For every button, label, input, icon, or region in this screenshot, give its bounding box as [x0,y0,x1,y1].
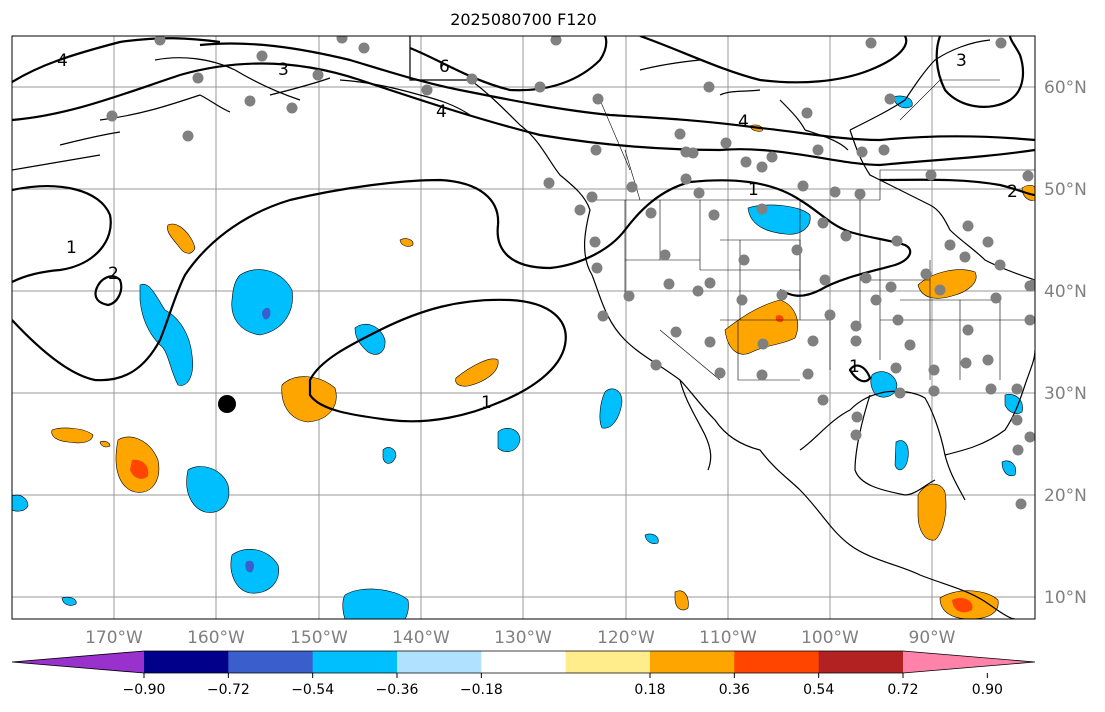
negative-anomaly-region [342,588,409,619]
colorbar-tick-label: 0.18 [634,682,665,698]
contour-label: 2 [1007,182,1018,202]
contour-label: 1 [849,357,860,377]
colorbar-segment [312,651,398,673]
positive-anomaly-region [167,223,196,254]
lon-label: 160°W [187,628,245,648]
positive-anomaly-region [399,238,414,247]
contour-label-group: 4 3 6 4 4 3 1 1 2 1 2 1 [57,51,1018,413]
negative-anomaly-region [230,548,279,594]
contour-label: 1 [748,180,759,200]
negative-anomaly-region [245,560,255,573]
country-borders [590,79,1035,381]
lon-label: 170°W [85,628,143,648]
colorbar-tick-label: 0.72 [887,682,918,698]
colorbar-tick-label: −0.54 [291,682,334,698]
station-markers [106,36,1035,510]
lat-label: 30°N [1044,384,1087,404]
colorbar-extend-max [903,651,1035,673]
lat-label: 40°N [1044,282,1087,302]
contour-label: 6 [439,57,450,77]
colorbar-segment [228,651,314,673]
location-marker [218,395,236,413]
contour-label: 3 [278,60,289,80]
colorbar-tick-label: 0.90 [972,682,1003,698]
colorbar-segment [481,651,567,673]
colorbar-tick-label: 0.36 [719,682,750,698]
negative-anomaly-region [599,388,623,429]
colorbar-segment [734,651,820,673]
colorbar-tick-label: −0.36 [376,682,419,698]
gridlines [12,36,1035,619]
contour-label: 4 [738,112,749,132]
negative-anomaly-region [894,440,909,471]
positive-anomaly-region [99,440,111,448]
colorbar-tick-label: 0.54 [803,682,834,698]
latitude-labels: 60°N 50°N 40°N 30°N 20°N 10°N [1044,78,1087,608]
colorbar-tick-label: −0.90 [123,682,166,698]
contour-label: 4 [57,51,68,71]
negative-anomaly-region [61,596,77,606]
negative-anomaly-region [1004,394,1023,414]
lat-label: 10°N [1044,588,1087,608]
negative-anomaly-region [497,427,521,453]
contour-label: 3 [956,51,967,71]
negative-anomaly-region [12,494,29,512]
positive-anomaly-region [917,483,947,541]
lon-label: 150°W [290,628,348,648]
lat-label: 20°N [1044,486,1087,506]
negative-anomaly-region [231,269,293,336]
contour-lines [12,36,1035,423]
colorbar [11,650,1036,674]
colorbar-segment [818,651,904,673]
colorbar-segment [650,651,735,673]
negative-anomaly-region [1001,460,1016,477]
colorbar-segment [565,651,651,673]
negative-anomaly-region [139,283,193,386]
lat-label: 60°N [1044,78,1087,98]
lon-label: 130°W [494,628,552,648]
lon-label: 110°W [699,628,757,648]
positive-anomaly-region [455,358,499,387]
lon-label: 140°W [392,628,450,648]
anomaly-shading [12,95,1035,619]
colorbar-segment [144,651,229,673]
contour-label: 1 [481,393,492,413]
positive-anomaly-region [281,376,337,423]
negative-anomaly-region [382,447,397,464]
colorbar-extend-min [12,651,144,673]
positive-anomaly-region [674,590,689,611]
colorbar-tick-label: −0.72 [207,682,250,698]
lon-label: 90°W [909,628,956,648]
positive-anomaly-region [724,299,799,355]
lon-label: 120°W [597,628,655,648]
colorbar-segment [397,651,482,673]
colorbar-tick-label: −0.18 [460,682,503,698]
negative-anomaly-region [644,533,659,544]
contour-label: 4 [436,102,447,122]
longitude-labels: 170°W 160°W 150°W 140°W 130°W 120°W 110°… [85,628,956,648]
negative-anomaly-region [186,466,230,513]
lon-label: 100°W [801,628,859,648]
lat-label: 50°N [1044,180,1087,200]
contour-label: 1 [66,238,77,258]
colorbar-labels: −0.90 −0.72 −0.54 −0.36 −0.18 0.18 0.36 0.54 0.7… [123,673,1003,698]
positive-anomaly-region [130,459,149,479]
map-border [11,35,1036,620]
map-title: 2025080700 F120 [450,10,597,29]
positive-anomaly-region [917,269,977,299]
positive-anomaly-region [51,427,94,444]
negative-anomaly-region [262,307,271,320]
positive-anomaly-region [952,598,973,613]
negative-anomaly-region [870,371,898,398]
positive-anomaly-region [775,315,784,323]
contour-label: 2 [108,264,119,284]
